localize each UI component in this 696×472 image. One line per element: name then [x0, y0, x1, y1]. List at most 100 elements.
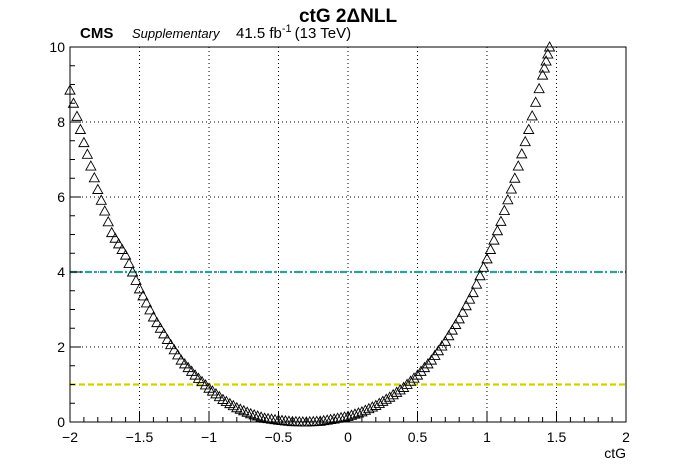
scan-point	[116, 243, 128, 254]
scan-point	[112, 237, 125, 249]
scan-point	[248, 408, 260, 420]
scan-point	[269, 413, 281, 425]
scan-point	[81, 148, 94, 159]
scan-point	[505, 183, 518, 194]
scan-point	[418, 361, 431, 373]
scan-point	[168, 343, 181, 355]
scan-point	[182, 361, 194, 373]
scan-point	[491, 224, 504, 236]
lumi-exponent: -1	[282, 23, 292, 35]
reference-lines	[70, 270, 626, 386]
scan-point	[158, 327, 170, 339]
scan-point	[171, 349, 184, 360]
scan-point	[460, 299, 472, 311]
scan-point	[443, 329, 455, 341]
x-tick-label: 2	[622, 429, 630, 445]
x-tick-label: −1.5	[126, 429, 154, 445]
scan-point	[105, 226, 118, 238]
scan-point	[307, 415, 320, 427]
scan-point	[463, 293, 476, 304]
scan-point	[144, 304, 156, 315]
scan-point	[192, 372, 205, 383]
scan-point	[515, 147, 528, 159]
scan-point	[231, 401, 243, 413]
scan-point	[137, 289, 149, 301]
scan-point	[71, 110, 83, 121]
scan-point	[262, 412, 274, 424]
scan-point	[484, 243, 497, 254]
y-tick-label: 10	[49, 39, 65, 55]
scan-point	[130, 274, 142, 285]
scan-point	[345, 409, 358, 420]
scan-point	[519, 135, 531, 147]
scan-point	[453, 312, 465, 324]
scan-point	[446, 324, 459, 335]
scan-point	[526, 109, 538, 121]
x-tick-label: 0.5	[408, 429, 428, 445]
y-tick-labels: 0 2 4 6 8 10	[49, 39, 65, 430]
scan-point	[241, 406, 253, 417]
grid-lines	[70, 47, 626, 422]
scan-point	[88, 171, 101, 183]
scan-point	[119, 249, 132, 260]
scan-point	[415, 365, 427, 376]
x-tick-label: 1	[483, 429, 491, 445]
scan-point	[98, 205, 111, 216]
scan-point	[498, 204, 511, 216]
scan-point	[404, 375, 417, 386]
scan-point	[151, 316, 163, 328]
x-tick-label: −0.5	[265, 429, 293, 445]
scan-point	[338, 411, 351, 422]
scan-point	[95, 194, 108, 205]
scan-point	[408, 372, 420, 383]
y-tick-label: 0	[57, 414, 65, 430]
scan-point	[502, 193, 514, 205]
scan-point	[397, 381, 410, 392]
scan-point	[255, 411, 267, 422]
scan-point	[321, 414, 333, 425]
scan-point	[109, 232, 121, 243]
scan-point	[456, 306, 469, 317]
scan-point	[474, 269, 486, 281]
chart-title: ctG 2ΔNLL	[299, 6, 398, 27]
scan-point	[324, 413, 337, 425]
scan-point	[488, 234, 500, 245]
scan-point	[265, 413, 278, 424]
scan-point	[251, 410, 264, 421]
scan-point	[185, 365, 198, 376]
axis-ticks	[69, 46, 627, 423]
scan-point	[314, 415, 326, 426]
scan-point	[293, 415, 306, 427]
scan-point	[147, 311, 160, 322]
y-tick-label: 2	[57, 339, 65, 355]
x-tick-labels: −2 −1.5 −1 −0.5 0 0.5 1 1.5 2	[62, 429, 630, 445]
lumi-value: 41.5 fb	[236, 25, 282, 42]
scan-point	[161, 333, 174, 344]
scan-points	[64, 41, 556, 427]
scan-point	[140, 297, 153, 308]
scan-point	[495, 215, 507, 226]
x-tick-label: −2	[62, 429, 78, 445]
scan-point	[394, 384, 406, 395]
scan-point	[317, 414, 330, 426]
scan-point	[123, 257, 135, 269]
scan-point	[477, 261, 490, 272]
scan-point	[102, 215, 114, 227]
scan-point	[422, 357, 434, 369]
scan-point	[529, 96, 542, 107]
scan-point	[328, 413, 340, 424]
scan-point	[512, 160, 525, 171]
scan-point	[536, 69, 549, 80]
scan-point	[540, 55, 552, 66]
scan-point	[439, 335, 452, 346]
x-tick-label: 0	[344, 429, 352, 445]
y-tick-label: 6	[57, 189, 65, 205]
scan-point	[85, 160, 97, 171]
scan-point	[175, 354, 187, 365]
scan-point	[154, 322, 167, 333]
scan-point	[92, 183, 104, 194]
x-tick-label: −1	[201, 429, 217, 445]
luminosity-label: 41.5 fb-1 (13 TeV)	[236, 23, 351, 42]
scan-point	[178, 357, 191, 369]
